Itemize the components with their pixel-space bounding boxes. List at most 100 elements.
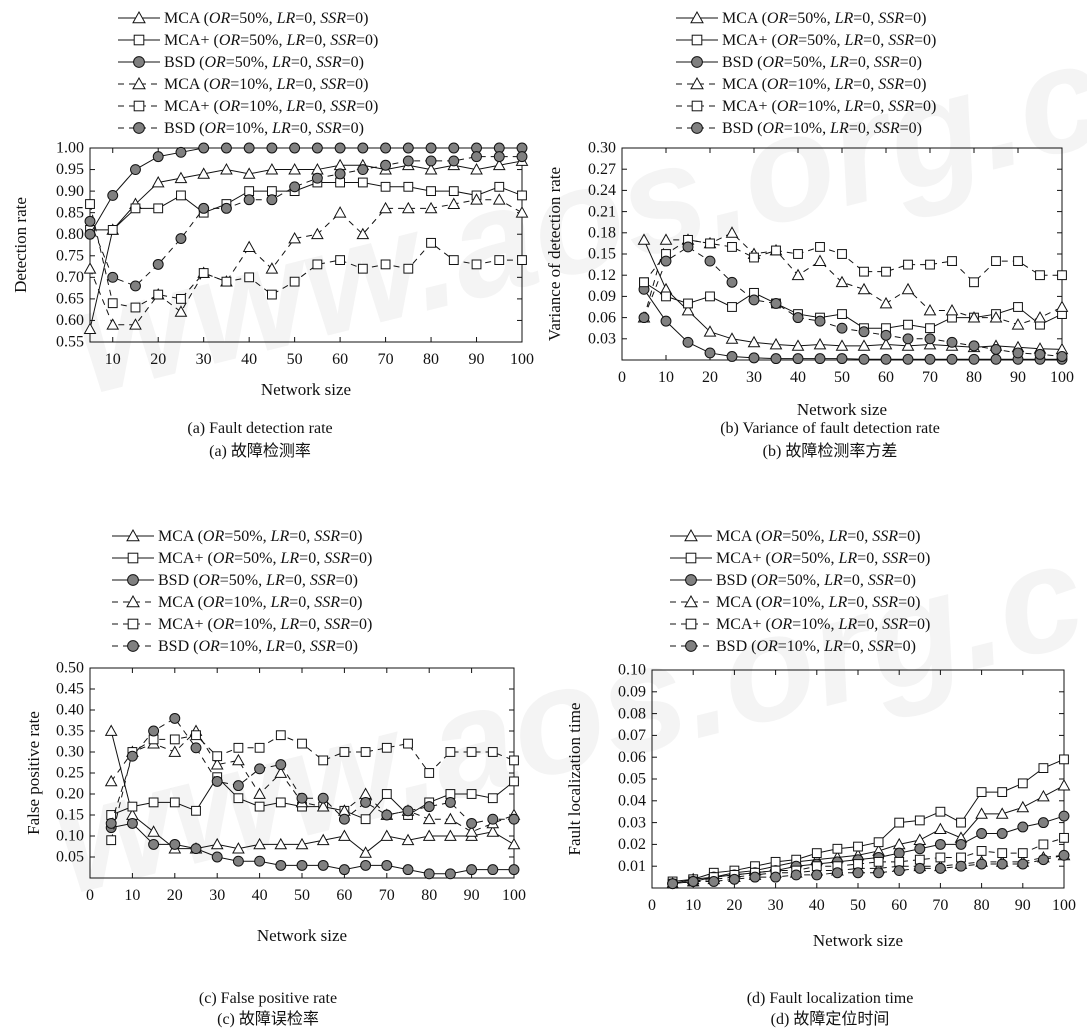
data-point-triangle [703,325,717,337]
data-point-circle [1056,351,1068,362]
data-point-triangle [220,163,233,175]
data-point-circle [360,859,372,871]
data-point-square [956,817,966,828]
data-point-triangle [492,158,506,171]
y-tick-label: 0.21 [588,203,616,220]
data-point-triangle [253,787,266,799]
data-point-square [894,856,905,867]
x-axis-label: Network size [797,400,887,419]
x-tick-label: 20 [726,897,742,914]
data-point-triangle [274,837,288,850]
x-tick-label: 100 [1052,897,1076,914]
data-point-circle [130,280,141,292]
x-tick-label: 50 [294,887,310,904]
legend-marker-triangle [132,76,146,90]
y-axis-label: Fault localization time [565,703,584,856]
data-point-circle [726,276,738,288]
x-tick-label: 60 [336,887,352,904]
data-point-circle [175,146,187,158]
legend-label: MCA (OR=50%, LR=0, SSR=0) [164,10,368,27]
data-point-circle [334,168,346,180]
data-point-triangle [637,233,651,245]
data-point-triangle [470,163,483,175]
y-tick-label: 0.80 [56,226,84,243]
data-point-square [859,266,869,277]
x-tick-label: 20 [167,887,183,904]
data-point-triangle [338,829,351,841]
data-point-circle [425,142,437,154]
data-point-square [107,298,118,309]
data-point-circle [169,838,181,850]
data-point-circle [1058,849,1070,861]
data-point-triangle [813,254,827,266]
data-point-square [357,177,368,188]
legend-marker-circle [133,122,145,134]
series [85,177,527,235]
data-point-square [494,255,505,265]
data-point-square [487,747,498,757]
legend-marker-square [685,618,697,630]
data-point-triangle [129,318,142,330]
data-point-square [793,249,803,259]
data-point-circle [687,876,699,887]
y-tick-label: 0.03 [618,814,646,831]
series [105,712,520,829]
data-point-triangle [507,837,521,850]
data-point-square [381,742,392,753]
data-point-square [811,861,822,872]
data-point-square [380,259,391,270]
data-point-square [254,801,265,812]
y-axis-label: Detection rate [11,197,30,293]
legend-marker-square [133,100,145,112]
series [666,848,1071,889]
data-point-triangle [316,833,330,846]
x-tick-label: 40 [809,897,825,914]
data-point-circle [466,817,478,829]
data-point-circle [1037,817,1049,829]
caption-zh: (d) 故障定位时间 [770,1011,890,1028]
data-point-triangle [447,197,461,209]
data-point-triangle [104,774,118,787]
x-tick-label: 50 [834,369,850,386]
data-point-circle [266,194,278,206]
data-point-square [853,841,863,852]
data-point-square [1059,832,1069,843]
data-point-square [881,266,891,277]
legend-label: MCA+ (OR=10%, LR=0, SSR=0) [164,98,378,115]
x-tick-label: 60 [332,351,348,368]
data-point-circle [254,855,266,867]
data-point-circle [990,353,1002,365]
data-point-triangle [401,833,415,846]
data-point-circle [423,868,435,880]
plot-frame [89,147,523,343]
data-point-square [357,263,368,274]
x-tick-label: 30 [209,887,225,904]
data-point-circle [893,865,905,877]
data-point-circle [198,202,210,214]
series [667,754,1069,887]
data-point-circle [946,336,958,348]
data-point-square [683,298,693,309]
data-point-circle [402,155,414,167]
data-point-triangle [1057,779,1071,791]
data-point-circle [873,867,885,879]
data-point-circle [1037,854,1049,866]
data-point-triangle [835,339,849,351]
data-point-square [1038,839,1049,850]
data-point-square [770,856,781,867]
data-point-circle [338,813,350,825]
y-tick-label: 0.55 [56,334,84,351]
data-point-circle [880,329,892,341]
data-point-circle [126,817,138,829]
x-tick-label: 20 [702,369,718,386]
data-point-circle [814,353,826,365]
legend-label: BSD (OR=10%, LR=0, SSR=0) [722,120,922,137]
legend-label: BSD (OR=10%, LR=0, SSR=0) [158,638,358,655]
data-point-circle [770,353,782,365]
x-tick-label: 80 [966,369,982,386]
data-point-triangle [253,837,266,850]
y-tick-label: 0.30 [588,140,616,157]
x-tick-label: 20 [150,351,166,368]
data-point-square [380,181,391,192]
series-line [110,717,514,824]
